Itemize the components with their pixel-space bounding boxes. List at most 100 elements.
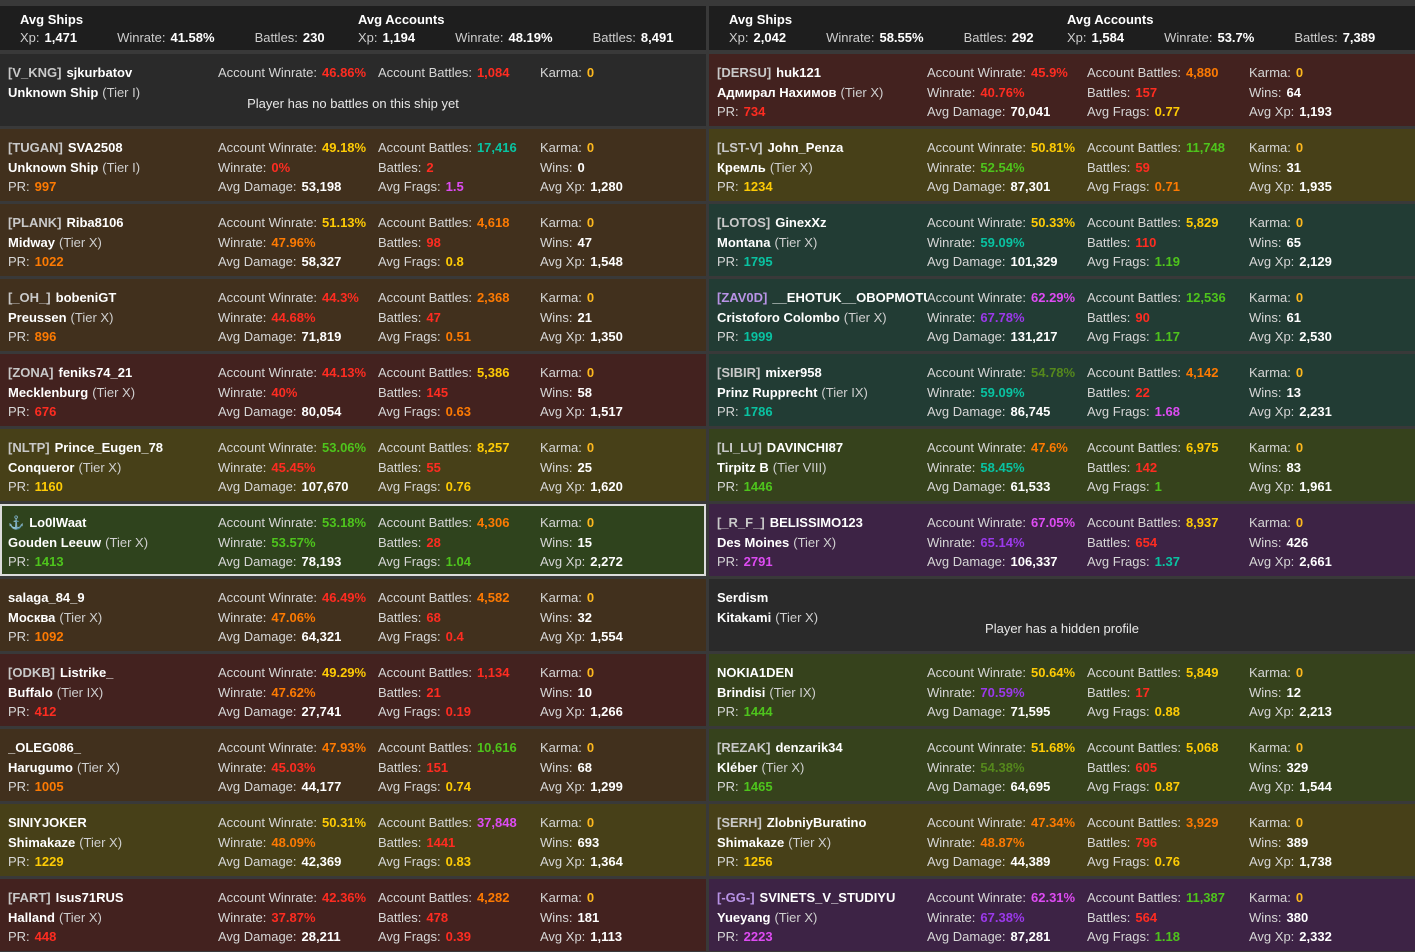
stat-karma: Karma: 0: [1249, 363, 1407, 383]
player-row[interactable]: NOKIA1DEN Brindisi (Tier IX) PR: 1444 Account…: [709, 654, 1415, 726]
stats-winrate-col: Account Winrate: 47.6% Winrate: 58.45% Avg D…: [927, 438, 1087, 501]
player-row[interactable]: [ZAV0D] __EHOTUK__OBOPMOTUI Cristoforo Col…: [709, 279, 1415, 351]
clan-tag: [ODKB]: [8, 665, 55, 680]
stat-value: 47.06%: [271, 609, 316, 625]
stat-account_battles: Account Battles: 4,582: [378, 588, 540, 608]
stat-label: Avg Xp:: [540, 629, 586, 644]
stats-winrate-col: Account Winrate: 47.34% Winrate: 48.87% Avg …: [927, 813, 1087, 876]
player-row[interactable]: [_R_F_] BELISSIMO123 Des Moines (Tier X) PR:…: [709, 504, 1415, 576]
pr-value: 676: [34, 404, 57, 419]
player-name: Listrike_: [59, 665, 114, 680]
player-row[interactable]: [FART] Isus71RUS Halland (Tier X) PR: 448 Acco…: [0, 879, 706, 951]
stat-label: Karma:: [1249, 515, 1291, 530]
player-identity: [NLTP] Prince_Eugen_78 Conqueror (Tier X) PR…: [8, 438, 218, 501]
stat-label: Avg Damage:: [927, 329, 1006, 344]
stats-karma-col: Karma: 0 Wins: 58 Avg Xp: 1,517: [540, 363, 698, 426]
player-row[interactable]: [TUGAN] SVA2508 Unknown Ship (Tier I) PR: 997…: [0, 129, 706, 201]
stat-label: Winrate:: [218, 759, 267, 775]
player-name-line: [ZAV0D] __EHOTUK__OBOPMOTUI: [717, 288, 927, 308]
stat-label: Karma:: [1249, 890, 1291, 905]
stat-value: 59.09%: [980, 384, 1025, 400]
player-row[interactable]: [ZONA] feniks74_21 Mecklenburg (Tier X) PR: 6…: [0, 354, 706, 426]
ship-name: Адмирал Нахимов: [717, 84, 837, 100]
stat-avg_damage: Avg Damage: 80,054: [218, 402, 378, 422]
ship-line: Кремль (Tier X): [717, 158, 927, 178]
player-row[interactable]: _OLEG086_ Harugumo (Tier X) PR: 1005 Account …: [0, 729, 706, 801]
player-identity: [-GG-] SVINETS_V_STUDIYU Yueyang (Tier X) PR…: [717, 888, 927, 951]
stat-avg_xp: Avg Xp: 1,364: [540, 852, 698, 872]
player-row[interactable]: [LI_LU] DAVINCHI87 Tirpitz B (Tier VIII) PR:…: [709, 429, 1415, 501]
stat-label: Karma:: [540, 440, 582, 455]
stat-karma: Karma: 0: [540, 63, 698, 83]
player-name-line: [PLANK] Riba8106: [8, 213, 218, 233]
pr-label: PR:: [8, 329, 30, 344]
player-row[interactable]: [NLTP] Prince_Eugen_78 Conqueror (Tier X) PR…: [0, 429, 706, 501]
player-row[interactable]: [SIBIR] mixer958 Prinz Rupprecht (Tier IX) P…: [709, 354, 1415, 426]
pr-line: PR: 1022: [8, 252, 218, 272]
player-row[interactable]: [REZAK] denzarik34 Kléber (Tier X) PR: 1465 Ac…: [709, 729, 1415, 801]
stat-label: Karma:: [540, 65, 582, 80]
stat-value: 1.19: [1154, 254, 1180, 269]
ship-line: Shimakaze (Tier X): [8, 833, 218, 853]
player-name: salaga_84_9: [8, 590, 85, 605]
ship-name: Unknown Ship: [8, 84, 99, 100]
player-row[interactable]: Serdism Kitakami (Tier X) Player has a hidd…: [709, 579, 1415, 651]
stat-avg_damage: Avg Damage: 44,177: [218, 777, 378, 797]
stat-winrate: Winrate: 58.45%: [927, 458, 1087, 478]
player-row[interactable]: [LOTOS] GinexXz Montana (Tier X) PR: 1795 Acco…: [709, 204, 1415, 276]
stat-value: 1.18: [1154, 929, 1180, 944]
stat-label: Account Winrate:: [218, 365, 317, 380]
stat-label: Avg Damage:: [927, 254, 1006, 269]
stat-value: 1441: [426, 834, 456, 850]
player-row[interactable]: [-GG-] SVINETS_V_STUDIYU Yueyang (Tier X) PR…: [709, 879, 1415, 951]
stats-winrate-col: Account Winrate: 44.3% Winrate: 44.68% Avg D…: [218, 288, 378, 351]
player-row[interactable]: [PLANK] Riba8106 Midway (Tier X) PR: 1022 Acco…: [0, 204, 706, 276]
player-name-line: [TUGAN] SVA2508: [8, 138, 218, 158]
pr-label: PR:: [717, 329, 739, 344]
stat-label: Avg Frags:: [378, 854, 441, 869]
player-row[interactable]: [_OH_] bobeniGT Preussen (Tier X) PR: 896 Acco…: [0, 279, 706, 351]
stat-battles: Battles: 605: [1087, 758, 1249, 778]
stat-label: Karma:: [540, 890, 582, 905]
stat-label: Winrate:: [927, 459, 976, 475]
player-identity: [SERH] ZlobniyBuratino Shimakaze (Tier X) PR…: [717, 813, 927, 876]
stat-label: Account Battles:: [378, 515, 472, 530]
player-row[interactable]: [V_KNG] sjkurbatov Unknown Ship (Tier I) Acc…: [0, 54, 706, 126]
team-panel-enemy: Avg Ships Xp: 2,042 Winrate: 58.55% Battle…: [709, 6, 1415, 951]
stat-label: Avg Frags:: [378, 779, 441, 794]
stat-value: 53.18%: [322, 515, 367, 530]
ship-line: Unknown Ship (Tier I): [8, 158, 218, 178]
stat-avg_damage: Avg Damage: 101,329: [927, 252, 1087, 272]
player-row[interactable]: SINIYJOKER Shimakaze (Tier X) PR: 1229 Accoun…: [0, 804, 706, 876]
stat-label: Karma:: [1249, 740, 1291, 755]
stat-value: 67.78%: [980, 309, 1025, 325]
stats-battles-col: Account Battles: 2,368 Battles: 47 Avg Frags…: [378, 288, 540, 351]
stats-karma-col: Karma: 0 Wins: 32 Avg Xp: 1,554: [540, 588, 698, 651]
stat-label: Avg Xp:: [1249, 254, 1295, 269]
player-row[interactable]: [SERH] ZlobniyBuratino Shimakaze (Tier X) PR…: [709, 804, 1415, 876]
stat-value: 31: [1286, 159, 1301, 175]
stat-avg_xp: Avg Xp: 2,661: [1249, 552, 1407, 572]
stats-winrate-col: Account Winrate: 50.33% Winrate: 59.09% Avg …: [927, 213, 1087, 276]
ship-tier: (Tier X): [761, 759, 805, 775]
player-row[interactable]: salaga_84_9 Москва (Tier X) PR: 1092 Account …: [0, 579, 706, 651]
stat-label: Avg Frags:: [378, 929, 441, 944]
stat-value: 0.51: [445, 329, 471, 344]
stat-label: Karma:: [540, 815, 582, 830]
player-row[interactable]: [DERSU] huk121 Адмирал Нахимов (Tier X) PR: 7…: [709, 54, 1415, 126]
stat-wins: Wins: 32: [540, 608, 698, 628]
player-name: denzarik34: [775, 740, 843, 755]
stat-label: Account Battles:: [1087, 140, 1181, 155]
player-row[interactable]: [LST-V] John_Penza Кремль (Tier X) PR: 1234 Ac…: [709, 129, 1415, 201]
stat-value: 0.8: [445, 254, 464, 269]
stat-value: 1,935: [1299, 179, 1332, 194]
player-row[interactable]: [ODKB] Listrike_ Buffalo (Tier IX) PR: 412 Acc…: [0, 654, 706, 726]
stat-winrate: Winrate: 40%: [218, 383, 378, 403]
player-row[interactable]: ⚓ Lo0lWaat Gouden Leeuw (Tier X) PR: 1413 Acco…: [0, 504, 706, 576]
pr-label: PR:: [717, 554, 739, 569]
stat-value: 693: [577, 834, 600, 850]
stat-value: 8,257: [476, 440, 510, 455]
pr-label: PR:: [8, 179, 30, 194]
player-name: SVINETS_V_STUDIYU: [759, 890, 896, 905]
team-header-enemy: Avg Ships Xp: 2,042 Winrate: 58.55% Battle…: [709, 6, 1415, 50]
